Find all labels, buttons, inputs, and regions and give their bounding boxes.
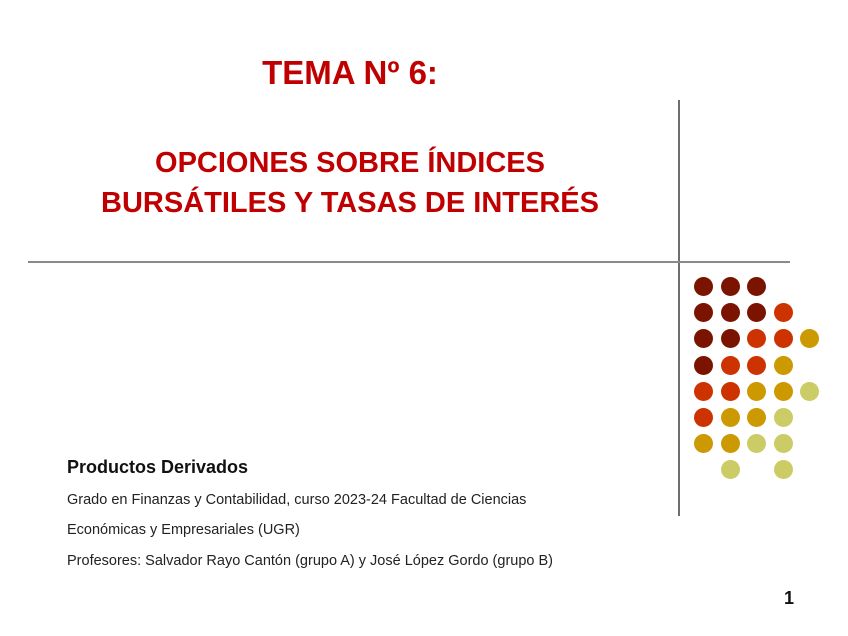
decorative-dot xyxy=(694,329,713,349)
decorative-dot xyxy=(800,329,819,349)
decorative-dot xyxy=(747,408,766,427)
decorative-dot xyxy=(773,460,793,480)
decorative-dot xyxy=(720,355,740,375)
professors-line: Profesores: Salvador Rayo Cantón (grupo … xyxy=(67,553,554,569)
decorative-dot xyxy=(773,381,793,401)
decorative-dot xyxy=(773,408,793,427)
slide-subtitle: OPCIONES SOBRE ÍNDICES BURSÁTILES Y TASA… xyxy=(0,143,700,223)
decorative-dot xyxy=(720,460,740,480)
subtitle-line-1: OPCIONES SOBRE ÍNDICES xyxy=(155,147,545,179)
course-name: Productos Derivados xyxy=(67,457,249,477)
decorative-dot xyxy=(747,355,766,375)
decorative-dot xyxy=(694,408,713,427)
decorative-dot xyxy=(800,381,819,401)
decorative-dot xyxy=(773,355,793,375)
slide-title: TEMA Nº 6: xyxy=(262,54,438,91)
decorative-dot xyxy=(694,381,713,401)
decorative-dot xyxy=(747,277,766,296)
degree-line-1: Grado en Finanzas y Contabilidad, curso … xyxy=(67,492,527,508)
decorative-dot xyxy=(747,434,766,454)
degree-line-2: Económicas y Empresariales (UGR) xyxy=(67,522,300,538)
decorative-dot xyxy=(720,434,740,454)
decorative-dot xyxy=(747,303,766,323)
decorative-dot xyxy=(720,408,740,427)
decorative-dot xyxy=(694,277,713,296)
decorative-dot xyxy=(773,329,793,349)
decorative-dot xyxy=(694,355,713,375)
decorative-dot xyxy=(720,277,740,296)
decorative-dot xyxy=(773,434,793,454)
decorative-dot xyxy=(720,381,740,401)
horizontal-divider xyxy=(28,261,790,263)
decorative-dot xyxy=(694,434,713,454)
decorative-dot xyxy=(773,303,793,323)
subtitle-line-2: BURSÁTILES Y TASAS DE INTERÉS xyxy=(101,187,599,219)
decorative-dot xyxy=(747,381,766,401)
vertical-divider xyxy=(678,100,680,516)
decorative-dot xyxy=(720,329,740,349)
decorative-dot xyxy=(694,303,713,323)
decorative-dot xyxy=(720,303,740,323)
page-number: 1 xyxy=(784,588,795,608)
decorative-dot xyxy=(747,329,766,349)
